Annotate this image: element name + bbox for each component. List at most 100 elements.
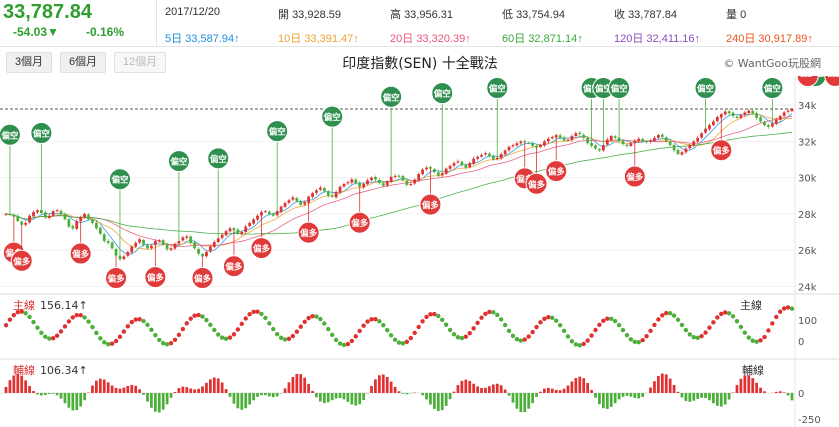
candle-body <box>122 256 126 259</box>
main-line-point <box>161 340 166 346</box>
ma-120-value: 32,411.16↑ <box>646 33 701 45</box>
sell-signal-marker <box>694 77 717 99</box>
main-line-point <box>94 330 99 336</box>
aux-histogram-bar <box>472 383 476 393</box>
sell-signal-marker <box>761 77 784 99</box>
candle-body <box>704 128 707 133</box>
aux-histogram-bar <box>657 376 660 393</box>
candle-body <box>417 174 421 181</box>
aux-histogram-bar <box>150 392 153 408</box>
range-6m-button[interactable]: 6個月 <box>60 52 106 73</box>
candle-body <box>519 141 523 144</box>
aux-histogram-bar <box>220 382 224 393</box>
aux-histogram-bar <box>59 392 63 399</box>
main-line-point <box>585 338 590 343</box>
main-line-point <box>235 327 241 332</box>
aux-histogram-bar <box>696 392 700 399</box>
aux-histogram-bar <box>334 392 338 399</box>
candle-body <box>625 144 629 146</box>
candle-body <box>751 110 755 114</box>
main-line-point <box>125 324 131 329</box>
main-line-point <box>39 330 44 336</box>
aux-histogram-bar <box>668 378 672 393</box>
candle-body <box>43 212 47 218</box>
aux-histogram-bar <box>735 384 739 393</box>
aux-histogram-bar <box>28 385 31 393</box>
candle-body <box>727 111 731 114</box>
main-line-point <box>180 326 186 332</box>
aux-histogram-bar <box>609 392 613 407</box>
main-line-point <box>392 337 398 342</box>
range-12m-button[interactable]: 12個月 <box>114 52 166 73</box>
buy-signal-marker <box>545 160 568 183</box>
ma-60-value: 32,871.14↑ <box>528 33 583 45</box>
candle-body <box>440 173 444 176</box>
candle-body <box>456 161 460 163</box>
candle-body <box>334 192 338 198</box>
aux-histogram-bar <box>169 392 173 398</box>
signal-label: 偏多 <box>13 256 31 267</box>
aux-histogram-bar <box>633 392 637 398</box>
buy-signal-marker <box>419 193 442 216</box>
aux-histogram-bar <box>688 392 692 402</box>
main-line-point <box>573 342 579 347</box>
aux-histogram-bar <box>83 392 86 401</box>
aux-histogram-bar <box>134 385 138 393</box>
main-line-point <box>640 337 645 343</box>
candle-body <box>495 157 499 160</box>
main-line-point <box>612 318 618 324</box>
range-3m-button[interactable]: 3個月 <box>6 52 52 73</box>
candle-body <box>346 182 350 184</box>
aux-histogram-bar <box>228 392 232 397</box>
candle-body <box>629 143 633 146</box>
main-line-point <box>420 319 425 324</box>
candle-body <box>723 111 727 115</box>
main-line-panel-title: 主線 <box>740 298 762 312</box>
main-line-point <box>730 314 736 319</box>
aux-histogram-bar <box>488 386 491 393</box>
main-line-point <box>302 319 307 325</box>
candle-body <box>130 246 134 253</box>
main-line-point <box>117 334 123 339</box>
aux-histogram-bar <box>307 383 310 393</box>
aux-histogram-bar <box>193 389 197 393</box>
main-line-point <box>208 322 213 328</box>
candle-body <box>283 203 287 207</box>
candle-body <box>476 156 479 159</box>
candle-body <box>216 238 220 242</box>
aux-histogram-bar <box>582 378 586 393</box>
candle-body <box>161 240 165 245</box>
main-line-point <box>479 315 484 320</box>
aux-histogram-bar <box>295 373 299 393</box>
aux-histogram-bar <box>67 392 71 408</box>
main-line-point <box>271 326 276 332</box>
candle-body <box>319 187 322 190</box>
main-line-point <box>164 342 170 347</box>
main-line-point <box>738 324 744 330</box>
main-line-point <box>333 337 339 343</box>
main-line-point <box>381 322 386 328</box>
main-line-point <box>109 341 115 346</box>
main-line-point <box>176 332 182 338</box>
main-line-point <box>369 317 374 322</box>
candle-body <box>562 137 566 141</box>
low-quote: 低 33,754.94 <box>502 6 565 22</box>
main-line-point <box>577 343 582 348</box>
main-line-point <box>711 320 716 325</box>
main-line-value: 156.14↑ <box>40 299 88 312</box>
aux-histogram-bar <box>601 392 605 409</box>
main-line-point <box>443 322 449 327</box>
candle-body <box>228 228 232 232</box>
aux-histogram-bar <box>283 388 287 393</box>
candle-body <box>374 177 377 180</box>
main-line-point <box>620 327 626 333</box>
aux-histogram-bar <box>330 392 334 401</box>
aux-histogram-bar <box>118 388 122 393</box>
aux-histogram-bar <box>370 385 373 393</box>
candle-body <box>236 229 240 234</box>
aux-histogram-bar <box>4 387 8 393</box>
quote-header: 33,787.84 -54.03▼ -0.16% 2017/12/20 開 33… <box>0 0 839 47</box>
candle-body <box>232 228 236 231</box>
signal-label: 偏空 <box>1 130 19 141</box>
main-line-point <box>223 336 229 341</box>
